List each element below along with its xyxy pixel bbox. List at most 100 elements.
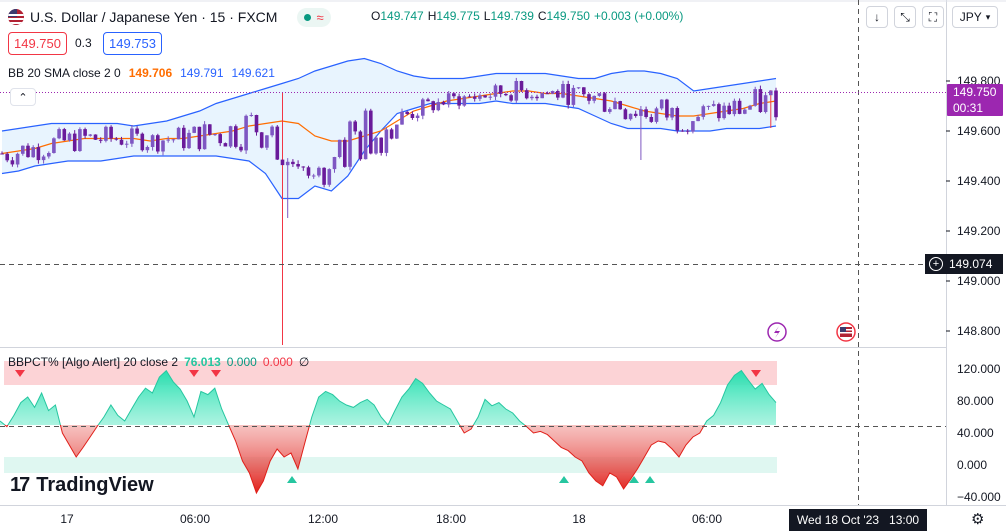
bb-lower-value: 149.621 bbox=[231, 66, 275, 80]
tradingview-logo-text: TradingView bbox=[36, 474, 154, 496]
settings-gear-icon[interactable]: ⚙ bbox=[971, 511, 985, 528]
currency-selector[interactable]: JPY ▾ bbox=[952, 6, 998, 28]
candle bbox=[737, 98, 742, 115]
candle bbox=[135, 126, 139, 136]
chevron-down-icon: ▾ bbox=[985, 11, 991, 22]
scroll-down-button[interactable]: ↓ bbox=[866, 6, 888, 28]
bb-legend[interactable]: BB 20 SMA close 2 0 149.706 149.791 149.… bbox=[8, 66, 275, 80]
market-status-pill[interactable]: ≈ bbox=[297, 7, 331, 27]
candle bbox=[93, 134, 98, 140]
candle bbox=[426, 97, 430, 102]
candle bbox=[639, 106, 643, 160]
candle bbox=[26, 143, 30, 158]
time-axis-label: 06:00 bbox=[180, 512, 210, 526]
candle bbox=[332, 156, 337, 173]
crosshair-price-label[interactable]: + 149.074 bbox=[925, 254, 1003, 274]
candle bbox=[83, 127, 87, 139]
candle bbox=[457, 93, 461, 110]
candle bbox=[254, 114, 259, 136]
candle bbox=[400, 108, 404, 125]
last-price-value: 149.750 bbox=[953, 85, 997, 99]
indicator-value-3: 0.000 bbox=[262, 355, 293, 369]
sell-alert-marker bbox=[15, 370, 25, 377]
candle bbox=[649, 114, 654, 123]
candle bbox=[249, 112, 254, 117]
plus-icon[interactable]: + bbox=[929, 257, 943, 271]
candle bbox=[311, 173, 316, 179]
candle bbox=[717, 102, 721, 122]
ohlc-key: C bbox=[537, 9, 547, 23]
crosshair-time-label: Wed 18 Oct '23 13:00 bbox=[789, 509, 927, 531]
candle bbox=[691, 121, 695, 134]
candle bbox=[665, 98, 669, 121]
candle bbox=[685, 129, 690, 135]
candles bbox=[0, 77, 778, 345]
candle bbox=[530, 94, 534, 101]
sell-button[interactable]: 149.750 bbox=[8, 32, 67, 55]
candle bbox=[675, 106, 680, 134]
candle bbox=[31, 145, 35, 158]
candle bbox=[358, 130, 363, 161]
maximize-button[interactable]: ⤡ bbox=[894, 6, 916, 28]
candle bbox=[602, 92, 607, 113]
candle bbox=[613, 97, 617, 110]
candle bbox=[415, 113, 420, 122]
time-axis-label: 17 bbox=[60, 512, 74, 526]
time-axis-label: 18 bbox=[572, 512, 586, 526]
candle bbox=[0, 151, 4, 155]
price-axis-label: 149.400 bbox=[957, 174, 1001, 188]
candle bbox=[405, 110, 409, 116]
buy-alert-marker bbox=[559, 476, 569, 483]
price-axis-label: 149.200 bbox=[957, 224, 1001, 238]
candle bbox=[369, 108, 373, 155]
candle bbox=[571, 85, 576, 107]
collapse-legend-button[interactable]: ⌃ bbox=[10, 88, 36, 106]
currency-label: JPY bbox=[959, 10, 982, 24]
symbol-title[interactable]: U.S. Dollar / Japanese Yen · 15 · FXCM bbox=[30, 9, 278, 25]
candle bbox=[15, 152, 20, 168]
crosshair bbox=[0, 0, 946, 505]
indicator-legend[interactable]: BBPCT% [Algo Alert] 20 close 2 76.013 0.… bbox=[8, 355, 309, 369]
candle bbox=[561, 80, 565, 99]
candle bbox=[498, 85, 503, 98]
tradingview-mark-icon: 17 bbox=[10, 474, 30, 496]
candle bbox=[670, 107, 674, 121]
indicator-axis-label: 0.000 bbox=[957, 458, 987, 472]
usd-jpy-flag-icon bbox=[8, 9, 24, 25]
lightning-event-icon[interactable] bbox=[767, 322, 787, 342]
candle bbox=[374, 135, 378, 155]
candle bbox=[379, 137, 383, 156]
ohlc-item: L149.739 bbox=[484, 9, 534, 23]
buy-button[interactable]: 149.753 bbox=[103, 32, 162, 55]
candle bbox=[608, 107, 612, 114]
candle bbox=[109, 125, 113, 142]
candle bbox=[208, 124, 212, 136]
ohlc-item: C149.750 bbox=[538, 9, 590, 23]
candle bbox=[748, 104, 752, 110]
tradingview-logo[interactable]: 17 TradingView bbox=[10, 474, 154, 497]
symbol-header[interactable]: U.S. Dollar / Japanese Yen · 15 · FXCM ≈ bbox=[8, 6, 331, 28]
candle bbox=[187, 129, 191, 149]
bb-upper-line bbox=[1, 57, 777, 132]
bbpct-indicator bbox=[0, 361, 777, 495]
indicator-line-up bbox=[0, 369, 777, 425]
fullscreen-button[interactable]: ⛶ bbox=[922, 6, 944, 28]
candle bbox=[545, 91, 550, 95]
candle bbox=[556, 89, 560, 101]
candle bbox=[514, 77, 519, 103]
candle bbox=[727, 102, 731, 115]
candle bbox=[576, 87, 581, 90]
candle bbox=[322, 167, 326, 188]
candle bbox=[182, 125, 186, 151]
candle bbox=[395, 124, 399, 139]
ohlc-value: 149.739 bbox=[490, 9, 534, 23]
indicator-axis-label: 40.000 bbox=[957, 426, 994, 440]
candle bbox=[296, 160, 300, 169]
ohlc-key: H bbox=[427, 9, 437, 23]
price-axis-label: 149.000 bbox=[957, 274, 1001, 288]
candle bbox=[270, 125, 274, 138]
candle bbox=[239, 144, 243, 153]
candle bbox=[722, 102, 726, 120]
us-flag-event-icon[interactable] bbox=[836, 322, 856, 342]
